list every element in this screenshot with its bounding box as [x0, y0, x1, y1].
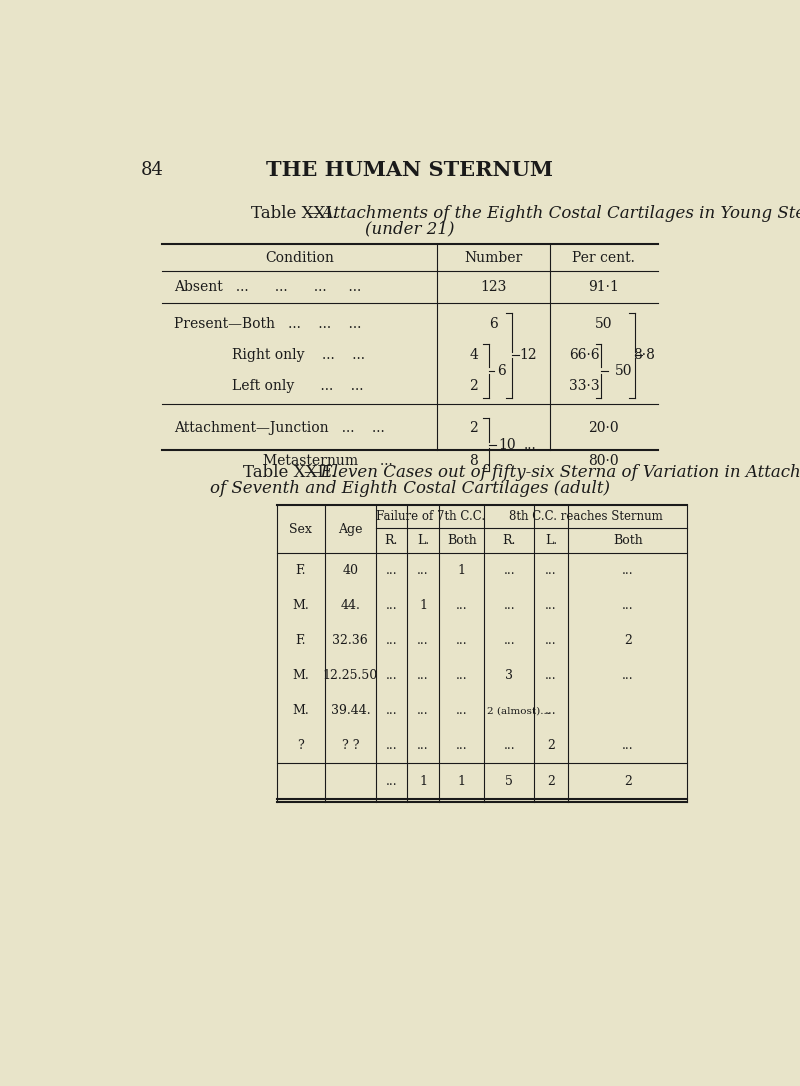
Text: ...: ...: [524, 438, 537, 452]
Text: Both: Both: [447, 534, 477, 547]
Text: ...: ...: [386, 564, 398, 577]
Text: ...: ...: [386, 599, 398, 613]
Text: ...: ...: [546, 564, 557, 577]
Text: Left only      ...    ...: Left only ... ...: [232, 379, 363, 393]
Text: 5: 5: [506, 774, 513, 787]
Text: 44.: 44.: [340, 599, 360, 613]
Text: ?: ?: [298, 740, 304, 753]
Text: 1: 1: [419, 774, 427, 787]
Text: ...: ...: [386, 704, 398, 717]
Text: ...: ...: [503, 599, 515, 613]
Text: ...: ...: [546, 599, 557, 613]
Text: ...: ...: [503, 740, 515, 753]
Text: ...: ...: [456, 599, 468, 613]
Text: R.: R.: [502, 534, 516, 547]
Text: ...: ...: [546, 704, 557, 717]
Text: ...: ...: [456, 634, 468, 647]
Text: 66·6: 66·6: [569, 349, 600, 362]
Text: Table XXII.: Table XXII.: [243, 465, 336, 481]
Text: ...: ...: [386, 774, 398, 787]
Text: 6: 6: [489, 317, 498, 331]
Text: Attachment—Junction   ...    ...: Attachment—Junction ... ...: [174, 421, 384, 435]
Text: Both: Both: [613, 534, 642, 547]
Text: 12.25.50: 12.25.50: [322, 669, 378, 682]
Text: 10: 10: [498, 438, 516, 452]
Text: Failure of 7th C.C.: Failure of 7th C.C.: [375, 510, 485, 523]
Text: 2: 2: [547, 740, 555, 753]
Text: L.: L.: [545, 534, 557, 547]
Text: Absent   ...      ...      ...     ...: Absent ... ... ... ...: [174, 280, 361, 294]
Text: 2: 2: [470, 379, 478, 393]
Text: Sex: Sex: [290, 522, 312, 535]
Text: 20·0: 20·0: [589, 421, 619, 435]
Text: 6: 6: [497, 364, 506, 378]
Text: L.: L.: [417, 534, 430, 547]
Text: ...: ...: [503, 634, 515, 647]
Text: ...: ...: [546, 634, 557, 647]
Text: ...: ...: [456, 740, 468, 753]
Text: 8th C.C. reaches Sternum: 8th C.C. reaches Sternum: [509, 510, 662, 523]
Text: ...: ...: [503, 564, 515, 577]
Text: 32.36: 32.36: [333, 634, 368, 647]
Text: 2: 2: [547, 774, 555, 787]
Text: ...: ...: [418, 564, 429, 577]
Text: Table XXI.: Table XXI.: [251, 205, 338, 222]
Text: F.: F.: [295, 634, 306, 647]
Text: ...: ...: [418, 669, 429, 682]
Text: ...: ...: [386, 740, 398, 753]
Text: ...: ...: [456, 669, 468, 682]
Text: THE HUMAN STERNUM: THE HUMAN STERNUM: [266, 161, 554, 180]
Text: Metasternum     ...: Metasternum ...: [262, 454, 393, 468]
Text: —Eleven Cases out of fifty-six Sterna of Variation in Attachment: —Eleven Cases out of fifty-six Sterna of…: [304, 465, 800, 481]
Text: (under 21): (under 21): [366, 220, 454, 238]
Text: 1: 1: [419, 599, 427, 613]
Text: ...: ...: [418, 704, 429, 717]
Text: 50: 50: [614, 364, 632, 378]
Text: Present—Both   ...    ...    ...: Present—Both ... ... ...: [174, 317, 361, 331]
Text: Right only    ...    ...: Right only ... ...: [232, 349, 365, 362]
Text: 2: 2: [624, 634, 632, 647]
Text: ...: ...: [622, 564, 634, 577]
Text: Age: Age: [338, 522, 362, 535]
Text: ...: ...: [386, 669, 398, 682]
Text: ...: ...: [622, 599, 634, 613]
Text: 2 (almost)...: 2 (almost)...: [486, 706, 550, 716]
Text: ...: ...: [622, 740, 634, 753]
Text: 2: 2: [470, 421, 478, 435]
Text: 50: 50: [595, 317, 613, 331]
Text: ...: ...: [418, 634, 429, 647]
Text: 80·0: 80·0: [589, 454, 619, 468]
Text: 39.44.: 39.44.: [330, 704, 370, 717]
Text: M.: M.: [292, 704, 309, 717]
Text: 2: 2: [624, 774, 632, 787]
Text: ...: ...: [456, 704, 468, 717]
Text: M.: M.: [292, 599, 309, 613]
Text: M.: M.: [292, 669, 309, 682]
Text: 8·8: 8·8: [633, 349, 655, 362]
Text: 40: 40: [342, 564, 358, 577]
Text: 3: 3: [506, 669, 514, 682]
Text: ...: ...: [622, 669, 634, 682]
Text: —Attachments of the Eighth Costal Cartilages in Young Sterna: —Attachments of the Eighth Costal Cartil…: [306, 205, 800, 222]
Text: ...: ...: [386, 634, 398, 647]
Text: 84: 84: [140, 162, 163, 179]
Text: of Seventh and Eighth Costal Cartilages (adult): of Seventh and Eighth Costal Cartilages …: [210, 480, 610, 497]
Text: 8: 8: [470, 454, 478, 468]
Text: R.: R.: [385, 534, 398, 547]
Text: Condition: Condition: [265, 251, 334, 265]
Text: Per cent.: Per cent.: [572, 251, 635, 265]
Text: 12: 12: [519, 349, 537, 362]
Text: 91·1: 91·1: [588, 280, 619, 294]
Text: 123: 123: [480, 280, 506, 294]
Text: 4: 4: [470, 349, 478, 362]
Text: ...: ...: [546, 669, 557, 682]
Text: Number: Number: [464, 251, 522, 265]
Text: 33·3: 33·3: [569, 379, 600, 393]
Text: 1: 1: [458, 564, 466, 577]
Text: F.: F.: [295, 564, 306, 577]
Text: ? ?: ? ?: [342, 740, 359, 753]
Text: 1: 1: [458, 774, 466, 787]
Text: ...: ...: [418, 740, 429, 753]
